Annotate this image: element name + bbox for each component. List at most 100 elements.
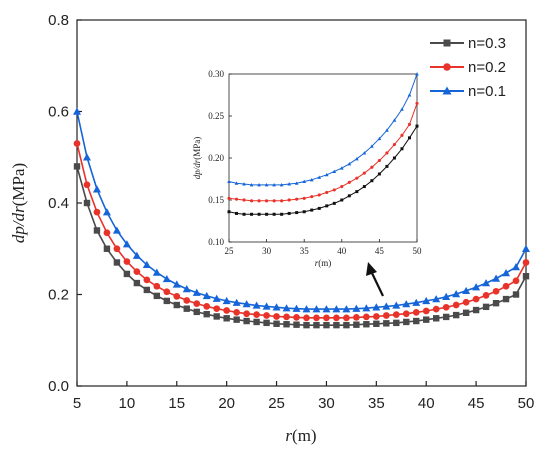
- main-point-triangle: [292, 304, 301, 312]
- main-point-triangle: [302, 305, 311, 313]
- arrow-shaft: [370, 270, 384, 297]
- main-point-triangle: [252, 301, 261, 309]
- inset-point-triangle: [324, 172, 329, 177]
- main-point-circle: [103, 229, 111, 237]
- main-point-circle: [153, 282, 161, 290]
- main-point-triangle: [392, 301, 401, 309]
- inset-point-square: [385, 164, 389, 168]
- main-point-circle: [263, 312, 270, 319]
- inset-point-triangle: [400, 107, 404, 111]
- main-point-circle: [323, 314, 330, 322]
- main-point-circle: [472, 295, 480, 303]
- inset-point-circle: [265, 199, 269, 203]
- main-point-circle: [362, 313, 370, 321]
- main-point-triangle: [462, 286, 471, 295]
- main-point-square: [163, 297, 170, 305]
- main-point-square: [273, 320, 280, 327]
- main-point-circle: [502, 282, 510, 290]
- main-point-square: [113, 259, 121, 266]
- arrow-head: [366, 262, 377, 276]
- inset-point-triangle: [392, 118, 397, 122]
- main-point-triangle: [122, 240, 131, 248]
- main-point-square: [522, 273, 530, 280]
- inset-point-triangle: [415, 72, 419, 76]
- main-point-triangle: [492, 274, 501, 282]
- main-point-triangle: [242, 300, 251, 308]
- main-x-tick-label: 45: [468, 395, 485, 412]
- inset-point-square: [242, 212, 246, 216]
- inset-point-circle: [257, 199, 261, 203]
- inset-point-circle: [325, 190, 329, 195]
- main-point-square: [383, 320, 390, 327]
- main-x-tick-label: 30: [318, 395, 335, 412]
- main-y-tick-label: 0.2: [48, 287, 69, 304]
- main-point-square: [263, 319, 270, 327]
- legend-marker-n01: [442, 86, 452, 95]
- main-point-square: [293, 321, 300, 328]
- main-point-triangle: [412, 298, 421, 306]
- main-point-square: [303, 321, 310, 329]
- main-point-square: [103, 245, 111, 252]
- main-point-square: [442, 313, 450, 321]
- main-point-triangle: [73, 107, 81, 115]
- inset-point-square: [317, 206, 321, 210]
- main-point-square: [323, 321, 330, 329]
- main-point-circle: [233, 308, 241, 316]
- inset-series-n03: [227, 124, 419, 216]
- inset-point-square: [280, 212, 284, 216]
- main-point-triangle: [442, 292, 451, 300]
- main-point-square: [83, 199, 91, 207]
- inset-point-square: [287, 211, 291, 215]
- inset-point-triangle: [249, 183, 254, 187]
- main-point-circle: [133, 268, 141, 275]
- main-x-tick-label: 35: [368, 395, 385, 412]
- main-x-tick-label: 20: [218, 395, 235, 412]
- main-point-circle: [293, 314, 300, 321]
- inset-point-triangle: [294, 181, 299, 185]
- inset-point-square: [377, 172, 381, 176]
- main-point-triangle: [482, 279, 491, 287]
- inset-point-triangle: [354, 156, 359, 161]
- main-point-circle: [243, 310, 250, 318]
- inset-point-square: [272, 212, 276, 216]
- main-point-triangle: [352, 304, 361, 312]
- main-point-square: [512, 291, 520, 298]
- main-point-circle: [83, 181, 91, 189]
- inset-point-triangle: [234, 181, 239, 185]
- main-point-square: [472, 306, 480, 314]
- main-point-circle: [113, 245, 121, 253]
- inset-x-tick-label: 35: [300, 246, 310, 256]
- main-point-triangle: [202, 291, 211, 300]
- inset-point-circle: [227, 196, 231, 200]
- main-point-square: [123, 270, 131, 278]
- main-point-triangle: [152, 268, 161, 276]
- inset-point-circle: [280, 199, 284, 203]
- main-point-square: [452, 311, 460, 319]
- inset-point-triangle: [279, 183, 284, 187]
- main-series-n01: [73, 107, 530, 313]
- main-point-triangle: [342, 305, 351, 313]
- main-point-square: [313, 321, 320, 329]
- inset-pointer-arrow: [366, 262, 384, 297]
- main-point-square: [433, 315, 440, 322]
- main-point-triangle: [332, 305, 341, 313]
- main-point-triangle: [382, 302, 391, 310]
- inset-x-tick-label: 25: [225, 246, 235, 256]
- main-x-tick-label: 50: [518, 395, 535, 412]
- inset-point-circle: [415, 101, 419, 105]
- inset-point-square: [257, 212, 261, 216]
- legend: n=0.3 n=0.2 n=0.1: [430, 35, 506, 100]
- main-point-circle: [492, 287, 500, 295]
- main-point-triangle: [512, 263, 521, 271]
- main-point-circle: [412, 308, 420, 316]
- main-point-triangle: [182, 285, 191, 293]
- main-point-triangle: [232, 298, 241, 306]
- main-y-tick-label: 0.6: [48, 104, 69, 121]
- inset-point-circle: [249, 199, 254, 203]
- main-point-circle: [193, 300, 201, 308]
- inset-point-circle: [377, 158, 381, 163]
- inset-point-triangle: [317, 175, 322, 179]
- inset-point-circle: [332, 188, 336, 192]
- main-point-square: [373, 320, 380, 327]
- main-point-triangle: [522, 244, 530, 252]
